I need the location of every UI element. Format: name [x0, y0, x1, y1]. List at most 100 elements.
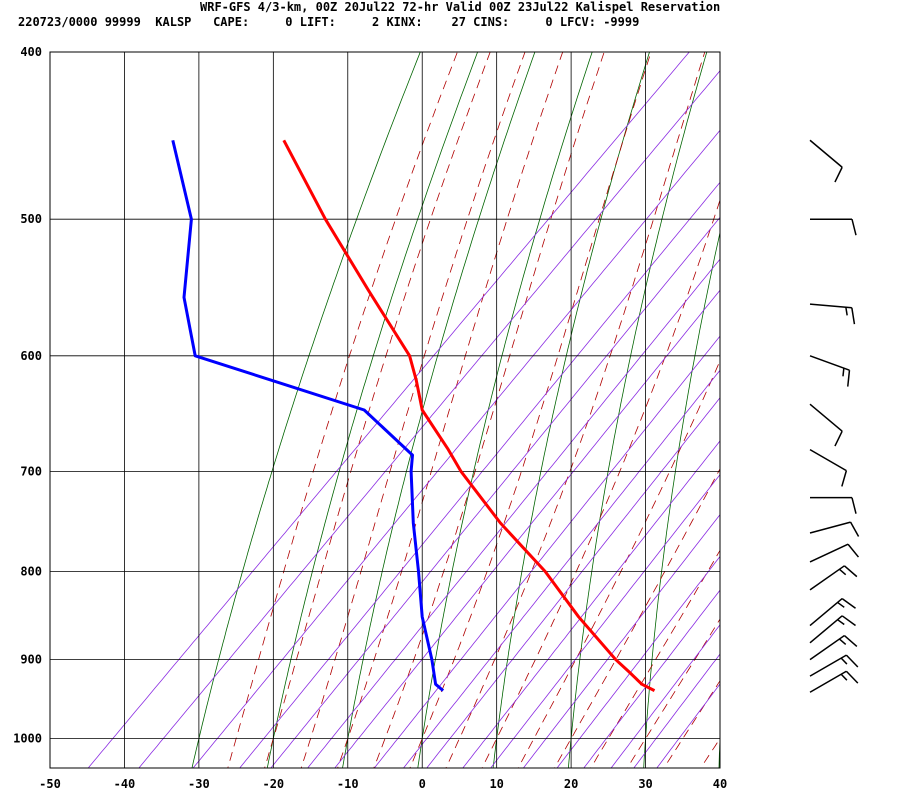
wind-barb-half-flag: [840, 657, 848, 665]
mixing-ratio-line: [138, 70, 720, 768]
mixing-ratio-line: [307, 258, 720, 768]
wind-barb-staff: [809, 303, 852, 309]
moist-adiabat-line: [700, 737, 720, 768]
wind-barb: [809, 303, 856, 325]
plot-frame: [49, 51, 721, 769]
mixing-ratio-line: [633, 653, 720, 768]
wind-barb-staff: [809, 521, 851, 534]
wind-barb-flag: [841, 470, 848, 487]
mixing-ratio-line: [239, 181, 720, 768]
wind-barb-staff: [809, 654, 847, 677]
mixing-ratio-line: [426, 397, 720, 768]
wind-barb: [809, 139, 843, 183]
moist-adiabat-line: [481, 198, 720, 768]
wind-barb: [809, 670, 859, 693]
wind-barb-flag: [834, 166, 843, 183]
mixing-ratio-line: [522, 514, 720, 768]
dry-adiabat-line: [191, 52, 421, 768]
wind-barb-staff: [809, 598, 843, 627]
mixing-ratio-line: [656, 683, 720, 768]
wind-barb-staff: [809, 355, 850, 371]
wind-barb: [809, 615, 856, 644]
wind-barb-half-flag: [845, 307, 848, 316]
mixing-ratio-line: [462, 440, 720, 768]
wind-barb: [809, 654, 859, 677]
wind-barb-flag: [834, 430, 843, 447]
y-tick-label: 400: [20, 45, 42, 59]
y-tick-label: 500: [20, 212, 42, 226]
wind-barb-flag: [843, 635, 858, 647]
moist-adiabat-line: [590, 549, 720, 768]
wind-barb: [810, 496, 857, 514]
sounding-traces: [171, 139, 656, 692]
wind-barb: [809, 543, 860, 563]
dry-adiabat-line: [643, 230, 720, 768]
wind-barb-staff: [809, 634, 845, 661]
axis-ticks: -50 -40 -30 -20 -10 0 10 20 30 40 400 500 600 700 800 9…: [13, 45, 727, 791]
x-tick-label: 30: [638, 777, 652, 791]
wind-barb-half-flag: [838, 568, 847, 576]
wind-barb: [809, 355, 851, 387]
x-tick-label: 40: [713, 777, 727, 791]
wind-barb-half-flag: [840, 673, 848, 681]
wind-barb-flag: [851, 307, 856, 325]
moist-adiabat-line: [626, 618, 720, 768]
wind-barbs: [809, 139, 860, 693]
wind-barb-staff: [809, 670, 847, 693]
wind-barb: [809, 634, 858, 661]
moist-adiabat-line: [373, 52, 605, 768]
moist-adiabat-line: [445, 52, 706, 768]
wind-barb-half-flag: [837, 601, 845, 608]
moist-adiabat-line: [517, 359, 720, 768]
sounding-indices-line: 220723/0000 99999 KALSP CAPE: 0 LIFT: 2 …: [18, 15, 640, 29]
y-tick-label: 900: [20, 653, 42, 667]
mixing-ratio-line: [87, 52, 690, 768]
mixing-ratio-line: [270, 216, 720, 768]
wind-barb-flag: [845, 670, 859, 684]
wind-barb-staff: [809, 403, 843, 432]
wind-barb-flag: [851, 219, 857, 236]
dry-adiabat-line: [342, 52, 536, 768]
moist-adiabat-line: [553, 467, 720, 768]
wind-barb: [809, 448, 848, 487]
wind-barb-staff: [809, 139, 843, 168]
wind-barb: [809, 565, 858, 591]
dry-adiabat-line: [718, 729, 720, 768]
chart-title: WRF-GFS 4/3-km, 00Z 20Jul22 72-hr Valid …: [200, 0, 721, 14]
wind-barb-flag: [841, 597, 856, 609]
mixing-ratio-line: [373, 335, 720, 768]
wind-barb: [809, 521, 860, 537]
dry-adiabat-line: [869, 14, 900, 776]
mixing-ratio-line: [556, 555, 720, 768]
wind-barb-flag: [849, 521, 860, 537]
temperature-trace: [282, 139, 656, 692]
moist-adiabat-line: [300, 52, 526, 768]
wind-barb-staff: [809, 615, 843, 644]
background-lines: [87, 14, 900, 776]
mixing-ratio-line: [192, 129, 720, 768]
wind-barb-flag: [845, 654, 859, 668]
y-tick-label: 600: [20, 349, 42, 363]
y-tick-label: 1000: [13, 732, 42, 746]
wind-barb-half-flag: [842, 368, 845, 377]
wind-barb-flag: [843, 565, 858, 578]
moist-adiabat-line: [337, 52, 564, 768]
wind-barb-staff: [809, 543, 849, 563]
dry-adiabat-line: [266, 52, 479, 768]
wind-barb-flag: [851, 497, 857, 514]
wind-barb-flag: [841, 615, 856, 627]
mixing-ratio-line: [583, 589, 720, 768]
wind-barb-half-flag: [838, 638, 847, 645]
y-tick-label: 800: [20, 564, 42, 578]
wind-barb-flag: [847, 543, 860, 558]
x-tick-label: -50: [39, 777, 61, 791]
mixing-ratio-line: [610, 624, 720, 768]
wind-barb: [809, 597, 856, 627]
x-tick-label: -30: [188, 777, 210, 791]
dewpoint-trace: [171, 139, 445, 692]
wind-barb: [810, 218, 857, 236]
dry-adiabat-line: [794, 14, 887, 776]
x-tick-label: 20: [564, 777, 578, 791]
wind-barb: [809, 403, 843, 447]
